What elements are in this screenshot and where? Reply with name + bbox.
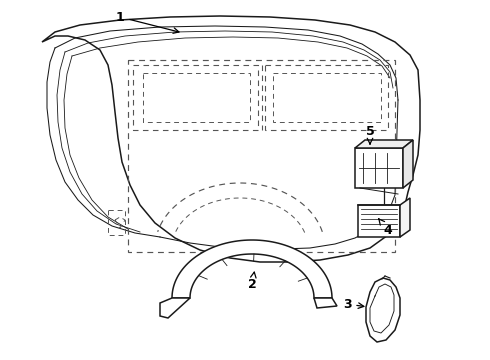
Bar [358,205,400,237]
Text: 1: 1 [116,10,179,33]
Polygon shape [400,198,410,237]
Text: 5: 5 [366,125,374,144]
Text: 2: 2 [247,272,256,292]
Text: 4: 4 [379,219,392,237]
Polygon shape [160,298,190,318]
Bar [355,148,403,188]
Polygon shape [355,140,413,148]
Polygon shape [314,298,337,308]
Polygon shape [403,140,413,188]
Polygon shape [366,278,400,342]
Polygon shape [172,240,332,298]
Text: 3: 3 [343,297,364,310]
Polygon shape [42,16,420,262]
